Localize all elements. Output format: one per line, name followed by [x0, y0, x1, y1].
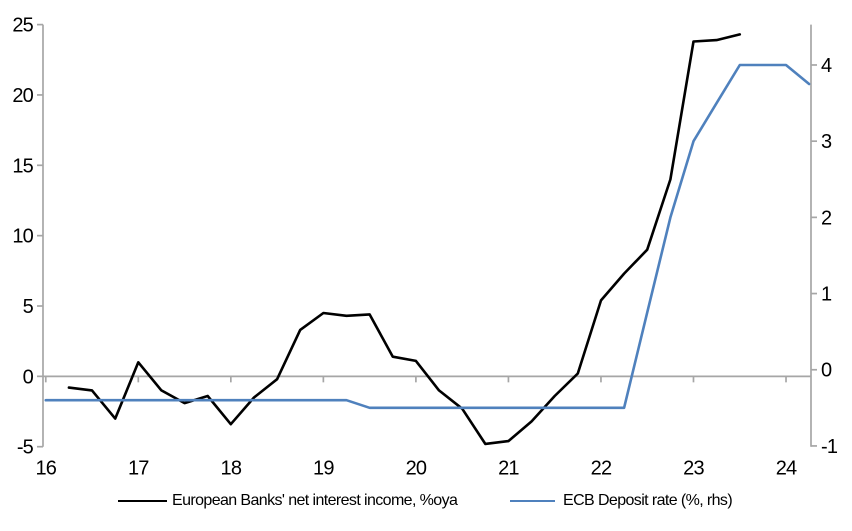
x-axis-label: 16 — [35, 458, 56, 480]
left-axis-label: 0 — [23, 366, 34, 388]
left-axis-label: 25 — [12, 15, 33, 37]
right-axis-label: 4 — [821, 55, 832, 77]
x-axis-label: 18 — [221, 458, 242, 480]
legend-label-ecb: ECB Deposit rate (%, rhs) — [563, 491, 733, 509]
series-line-nii — [67, 33, 742, 446]
legend-item-ecb: ECB Deposit rate (%, rhs) — [510, 491, 733, 510]
x-axis-label: 24 — [776, 458, 797, 480]
right-axis: 4 3 2 1 0 -1 — [810, 24, 839, 458]
legend-line-sample-ecb — [510, 499, 555, 502]
left-axis-label: 20 — [12, 85, 33, 107]
right-axis-label: 1 — [821, 284, 832, 306]
x-axis-label: 20 — [406, 458, 427, 480]
x-axis-label: 17 — [128, 458, 149, 480]
right-axis-label: -1 — [821, 436, 838, 458]
x-axis-label: 23 — [683, 458, 704, 480]
legend-line-sample-nii — [118, 499, 167, 502]
left-axis: 25 20 15 10 5 0 -5 — [12, 15, 44, 459]
left-axis-label: 10 — [12, 226, 33, 248]
x-axis-label: 19 — [313, 458, 334, 480]
right-axis-label: 0 — [821, 360, 832, 382]
x-axis-label: 22 — [591, 458, 612, 480]
legend-label-nii: European Banks' net interest income, %oy… — [172, 491, 458, 509]
left-axis-label: -5 — [17, 437, 34, 459]
left-axis-label: 5 — [23, 296, 34, 318]
right-axis-label: 3 — [821, 131, 832, 153]
series-line-ecb — [44, 63, 811, 410]
right-axis-label: 2 — [821, 207, 832, 229]
x-axis: 16 17 18 19 20 21 22 23 24 — [35, 375, 811, 480]
x-axis-label: 21 — [498, 458, 519, 480]
left-axis-label: 15 — [12, 155, 33, 177]
legend-item-nii: European Banks' net interest income, %oy… — [118, 491, 458, 510]
